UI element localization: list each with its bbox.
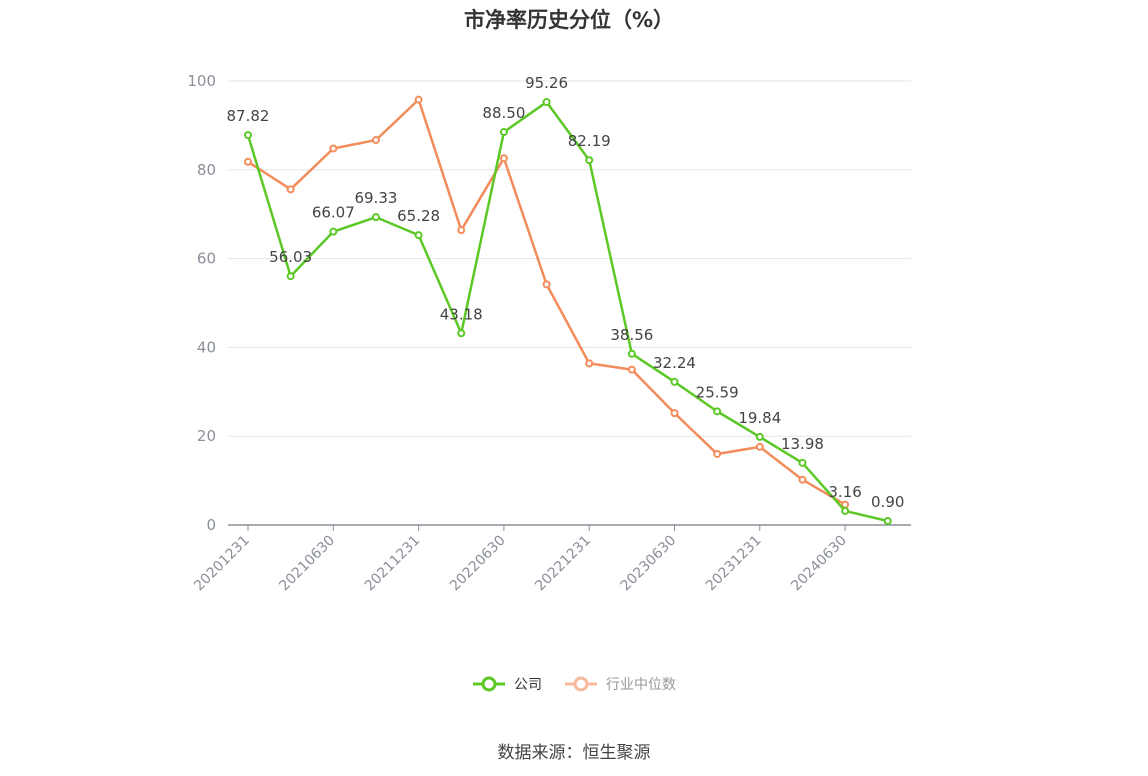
data-point-company (414, 231, 423, 240)
legend-label-industry: 行业中位数 (606, 677, 676, 693)
data-point-company (542, 98, 551, 107)
line-chart: 0 20 40 60 80 100 20201231 20210630 20211231 2022… (187, 72, 911, 594)
data-point-company (841, 506, 850, 515)
data-label: 56.03 (269, 248, 312, 266)
x-tick-label: 20240630 (788, 533, 850, 595)
y-tick-label: 40 (197, 338, 216, 356)
data-label: 88.50 (482, 104, 525, 122)
y-tick-label: 100 (187, 72, 216, 90)
axes: 0 20 40 60 80 100 20201231 20210630 20211231 2022… (187, 72, 911, 594)
data-point-industry (244, 157, 252, 166)
data-point-industry (841, 500, 850, 509)
data-label: 95.26 (525, 74, 568, 92)
data-point-company (627, 349, 636, 358)
data-point-industry (798, 475, 807, 484)
series-line-company (246, 100, 889, 523)
data-point-company (371, 213, 380, 222)
data-label: 32.24 (653, 354, 696, 372)
data-point-company (713, 407, 722, 416)
x-tick-label: 20231231 (703, 533, 765, 595)
data-point-company (499, 128, 508, 137)
y-tick-label: 0 (206, 516, 216, 534)
data-source: 数据来源：恒生聚源 (497, 743, 651, 763)
legend-item-industry[interactable]: 行业中位数 (564, 674, 676, 694)
data-point-company (286, 272, 295, 281)
data-point-industry (457, 226, 466, 235)
data-point-industry (670, 409, 679, 418)
data-label: 0.90 (871, 493, 904, 511)
x-tick-label: 20210630 (276, 533, 338, 595)
data-point-company (798, 458, 807, 467)
data-label: 3.16 (828, 483, 861, 501)
data-label: 13.98 (781, 435, 824, 453)
x-tick-label: 20220630 (447, 533, 509, 595)
chart-title: 市净率历史分位（%） (463, 8, 675, 32)
data-label: 66.07 (312, 204, 355, 222)
grid-lines (228, 80, 911, 437)
data-point-industry (713, 449, 722, 458)
x-tick-label: 20211231 (362, 533, 424, 595)
y-tick-label: 20 (197, 427, 216, 445)
series-line-industry (247, 98, 846, 506)
data-point-company (670, 377, 679, 386)
y-tick-label: 60 (197, 250, 216, 268)
x-tick-label: 20221231 (532, 533, 594, 595)
legend-item-company[interactable]: 公司 (472, 674, 542, 694)
data-point-industry (585, 359, 594, 368)
data-label: 69.33 (354, 189, 397, 207)
x-tick-label: 20230630 (618, 533, 680, 595)
data-point-industry (286, 185, 295, 194)
data-point-company (329, 227, 338, 236)
data-point-company (585, 156, 594, 165)
data-point-industry (371, 136, 380, 145)
data-point-company (755, 432, 764, 441)
data-point-industry (755, 442, 764, 451)
data-point-industry (627, 365, 636, 374)
data-point-industry (542, 280, 551, 289)
data-label: 25.59 (696, 383, 739, 401)
data-label: 43.18 (440, 305, 483, 323)
data-point-industry (499, 154, 508, 163)
legend-line-circle-icon (473, 676, 505, 692)
data-label: 65.28 (397, 207, 440, 225)
legend: 公司 行业中位数 (0, 674, 1148, 694)
data-label: 82.19 (568, 132, 611, 150)
series (244, 95, 892, 526)
data-point-industry (329, 144, 338, 153)
data-label: 19.84 (738, 409, 781, 427)
data-point-industry (414, 95, 423, 104)
legend-line-circle-icon (565, 676, 597, 692)
data-point-company (244, 131, 252, 140)
data-point-company (457, 329, 466, 338)
data-label: 38.56 (610, 326, 653, 344)
y-tick-label: 80 (197, 161, 216, 179)
data-point-company (883, 517, 892, 526)
x-tick-label: 20201231 (191, 533, 253, 595)
legend-label-company: 公司 (514, 677, 542, 693)
data-label: 87.82 (227, 107, 270, 125)
